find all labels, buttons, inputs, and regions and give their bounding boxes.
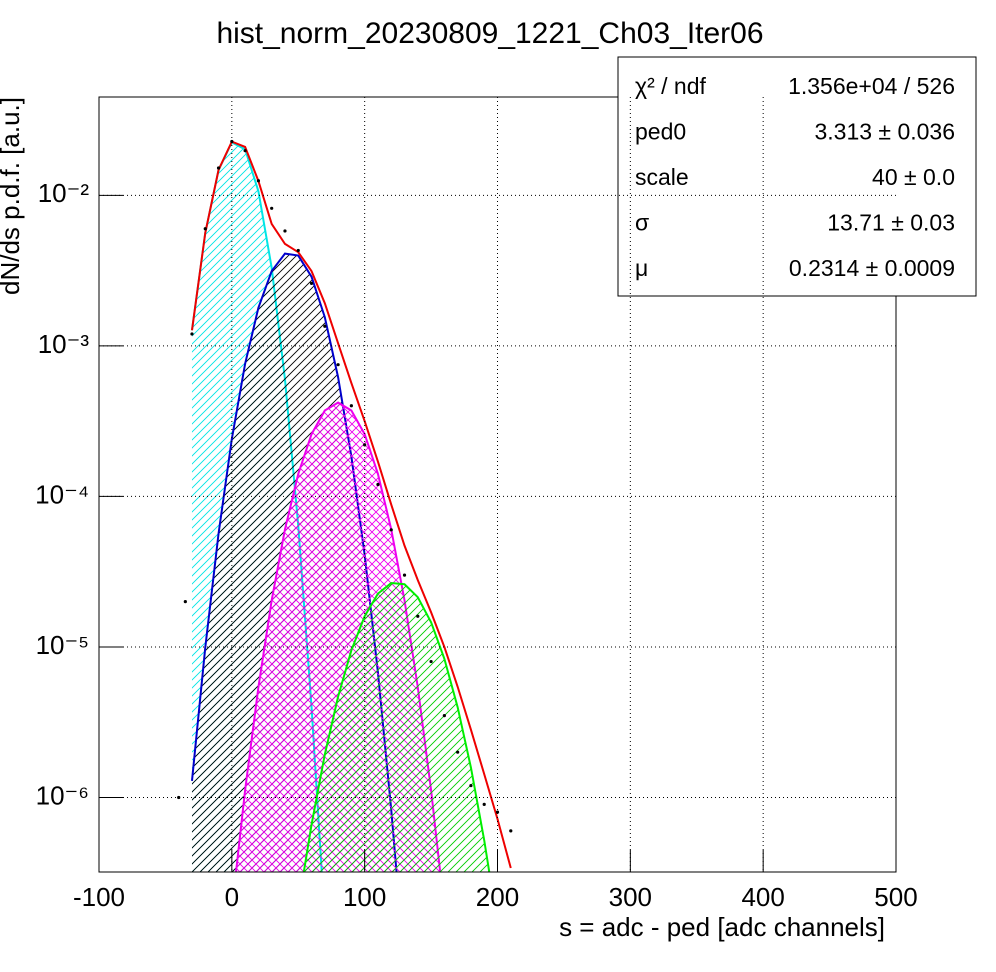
y-tick-label: 10⁻⁶ xyxy=(36,780,89,810)
data-point xyxy=(203,227,207,231)
y-axis-label: dN/ds p.d.f. [a.u.] xyxy=(0,97,25,295)
x-axis-label: s = adc - ped [adc channels] xyxy=(559,912,885,942)
x-tick-label: 400 xyxy=(741,882,784,912)
stats-box xyxy=(617,56,977,297)
x-tick-label: 100 xyxy=(343,882,386,912)
fit-curve xyxy=(302,581,491,872)
y-tick-label: 10⁻³ xyxy=(38,329,90,359)
data-point xyxy=(336,363,340,367)
data-point xyxy=(190,332,194,336)
y-tick-label: 10⁻² xyxy=(38,178,90,208)
data-point xyxy=(323,324,327,328)
data-point xyxy=(256,179,260,183)
data-point xyxy=(243,149,247,153)
data-point xyxy=(469,783,473,788)
data-point xyxy=(495,810,500,814)
data-point xyxy=(283,229,287,233)
data-point xyxy=(183,600,187,604)
stat-name: ped0 xyxy=(635,119,686,145)
chart-title: hist_norm_20230809_1221_Ch03_Iter06 xyxy=(216,17,763,50)
x-tick-label: 200 xyxy=(476,882,519,912)
stat-value: 3.313 ± 0.036 xyxy=(814,119,955,145)
x-tick-label: 300 xyxy=(609,882,652,912)
data-point xyxy=(270,206,274,210)
stat-value: 13.71 ± 0.03 xyxy=(827,210,955,236)
stat-value: 40 ± 0.0 xyxy=(872,164,955,190)
data-point xyxy=(389,528,393,532)
stat-value: 0.2314 ± 0.0009 xyxy=(789,255,955,281)
y-tick-label: 10⁻⁵ xyxy=(36,630,89,660)
data-point xyxy=(442,713,446,718)
fit-curve xyxy=(190,140,512,869)
stat-value: 1.356e+04 / 526 xyxy=(788,73,955,99)
data-point xyxy=(376,482,380,487)
stat-name: scale xyxy=(635,164,689,190)
data-point xyxy=(429,659,433,664)
stat-name: χ² / ndf xyxy=(635,73,706,99)
x-tick-label: -100 xyxy=(73,882,125,912)
y-tick-label: 10⁻⁴ xyxy=(35,479,89,509)
stat-name: σ xyxy=(635,210,649,236)
x-tick-label: 0 xyxy=(225,882,239,912)
data-point xyxy=(402,573,407,577)
data-point xyxy=(416,614,420,618)
data-point xyxy=(216,166,221,170)
x-tick-label: 500 xyxy=(874,882,917,912)
data-point xyxy=(509,829,513,833)
data-point xyxy=(296,248,300,253)
plot-area xyxy=(177,139,513,872)
data-point xyxy=(177,795,181,800)
data-point xyxy=(456,750,460,754)
data-point xyxy=(349,404,353,408)
stat-name: μ xyxy=(635,255,648,281)
data-point xyxy=(309,281,314,286)
data-point xyxy=(363,443,367,447)
data-point xyxy=(482,802,486,806)
